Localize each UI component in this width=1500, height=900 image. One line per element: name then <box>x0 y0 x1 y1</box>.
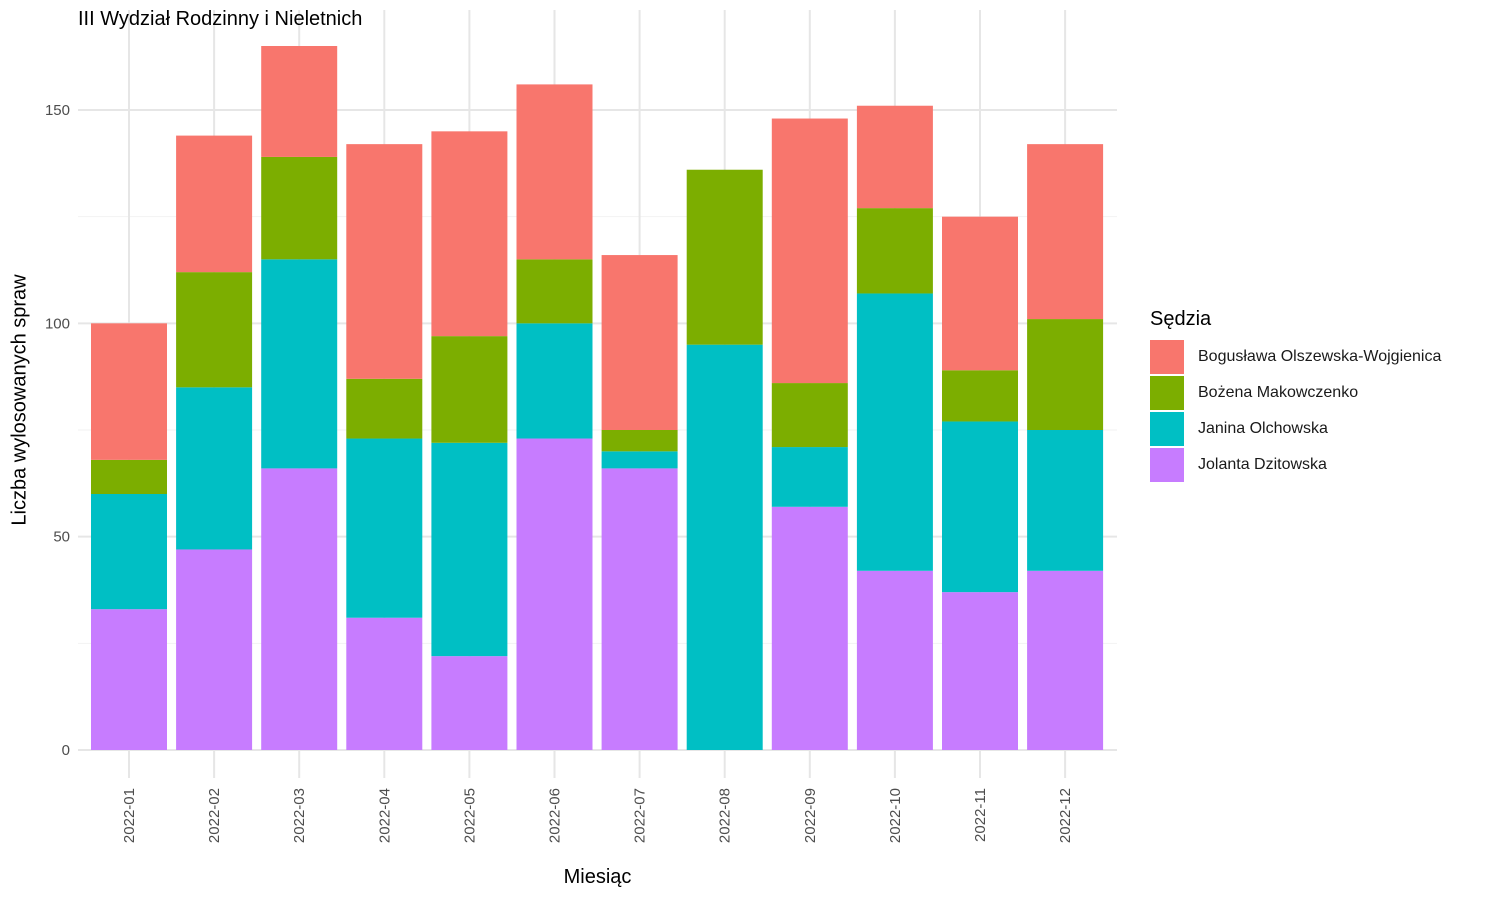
legend-swatch <box>1150 448 1184 482</box>
legend-label: Jolanta Dzitowska <box>1198 456 1327 473</box>
bar-segment <box>771 118 848 384</box>
bar-segment <box>176 135 253 273</box>
bar-segment <box>686 169 763 345</box>
y-tick-label: 150 <box>45 102 70 119</box>
bar-segment <box>942 592 1018 750</box>
bar-stacks <box>91 46 1104 750</box>
y-tick-label: 50 <box>53 529 70 546</box>
bar-segment <box>601 468 678 750</box>
legend-item: Jolanta Dzitowska <box>1150 447 1441 483</box>
bar-segment <box>176 387 253 550</box>
bar-segment <box>601 430 678 452</box>
x-tick-label: 2022-09 <box>802 788 819 843</box>
bar-segment <box>431 656 508 750</box>
legend-item: Janina Olchowska <box>1150 411 1441 447</box>
bar-segment <box>856 570 933 750</box>
x-tick-label: 2022-01 <box>121 788 138 843</box>
legend: Sędzia Bogusława Olszewska-Wojgienica Boż… <box>1150 308 1441 483</box>
legend-title: Sędzia <box>1150 308 1212 330</box>
legend-swatch <box>1150 376 1184 410</box>
x-tick-label: 2022-10 <box>887 788 904 843</box>
bar-segment <box>261 156 338 260</box>
bar-segment <box>1027 319 1104 430</box>
bar-segment <box>261 46 338 157</box>
legend-item: Bożena Makowczenko <box>1150 375 1441 411</box>
legend-label: Bogusława Olszewska-Wojgienica <box>1198 348 1442 365</box>
bar-segment <box>1027 430 1104 571</box>
x-axis-ticks: 2022-01 2022-02 2022-03 2022-04 2022-05 2022-… <box>121 788 1074 843</box>
x-tick-label: 2022-08 <box>717 788 734 843</box>
x-tick-label: 2022-11 <box>972 788 989 842</box>
legend-swatch <box>1150 340 1184 374</box>
x-tick-label: 2022-06 <box>547 788 564 843</box>
legend-swatch <box>1150 412 1184 446</box>
bar-segment <box>516 323 593 439</box>
bar-segment <box>942 216 1018 371</box>
x-tick-label: 2022-04 <box>376 788 393 843</box>
bar-segment <box>346 617 423 750</box>
legend-item: Bogusława Olszewska-Wojgienica <box>1150 339 1441 375</box>
bar-segment <box>516 259 593 324</box>
bar-segment <box>516 84 593 260</box>
bar-segment <box>91 323 167 460</box>
bar-segment <box>346 378 423 439</box>
bar-segment <box>431 442 508 657</box>
bar-segment <box>176 549 253 750</box>
x-tick-label: 2022-07 <box>632 788 649 843</box>
x-tick-label: 2022-02 <box>206 788 223 843</box>
bar-segment <box>346 438 423 618</box>
bar-segment <box>261 468 338 750</box>
bar-segment <box>91 609 167 750</box>
bar-segment <box>942 421 1018 593</box>
bar-segment <box>856 208 933 294</box>
bar-segment <box>686 344 763 750</box>
bar-segment <box>1027 144 1104 320</box>
y-tick-label: 100 <box>45 315 70 332</box>
y-axis-label-container: Liczba wylosowanych spraw <box>8 0 32 900</box>
x-tick-label: 2022-05 <box>461 788 478 843</box>
bar-segment <box>91 494 167 610</box>
bar-segment <box>1027 570 1104 750</box>
bar-segment <box>942 370 1018 422</box>
bar-segment <box>856 293 933 571</box>
bar-segment <box>601 451 678 469</box>
x-tick-label: 2022-12 <box>1057 788 1074 843</box>
bar-segment <box>771 506 848 750</box>
bar-segment <box>346 144 423 379</box>
bar-segment <box>601 255 678 430</box>
bar-segment <box>261 259 338 469</box>
bar-segment <box>516 438 593 750</box>
y-axis-label: Liczba wylosowanych spraw <box>8 274 31 526</box>
legend-label: Janina Olchowska <box>1198 420 1328 437</box>
bar-segment <box>431 131 508 337</box>
legend-label: Bożena Makowczenko <box>1198 384 1359 401</box>
legend-items: Bogusława Olszewska-Wojgienica Bożena Mak… <box>1150 339 1441 483</box>
y-axis-ticks: 0 50 100 150 <box>45 102 70 759</box>
x-tick-label: 2022-03 <box>291 788 308 843</box>
y-tick-label: 0 <box>62 742 70 759</box>
bar-segment <box>176 272 253 388</box>
bar-segment <box>91 459 167 494</box>
bar-segment <box>856 105 933 209</box>
bar-segment <box>771 383 848 448</box>
bar-segment <box>771 447 848 507</box>
x-axis-label: Miesiąc <box>563 866 632 888</box>
bar-segment <box>431 336 508 443</box>
chart-title: III Wydział Rodzinny i Nieletnich <box>78 8 363 30</box>
